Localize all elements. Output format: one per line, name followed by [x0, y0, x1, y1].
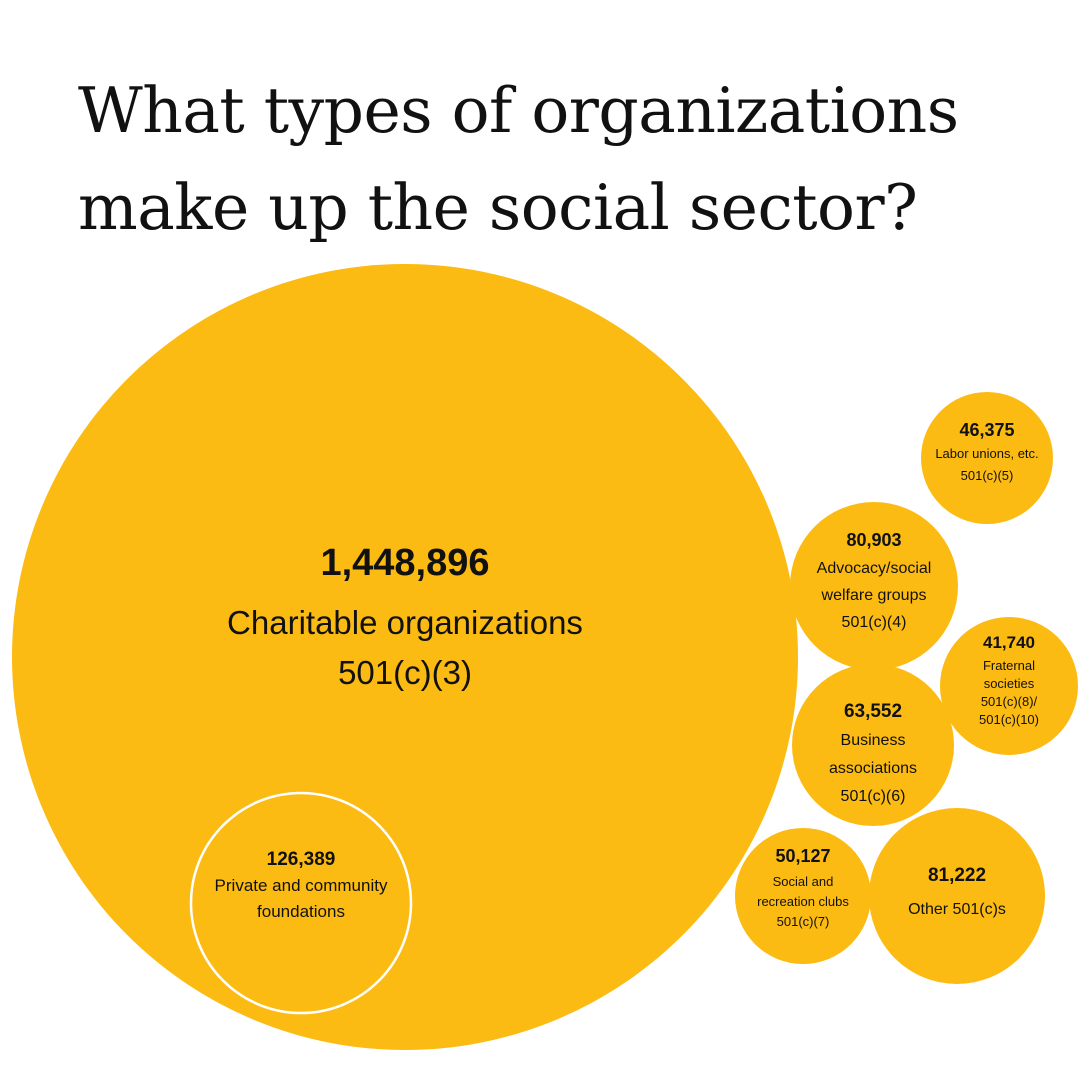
bubble-label-foundations: 126,389 Private and community foundations [215, 849, 388, 921]
category-label-c8-3: 501(c)(10) [979, 712, 1039, 727]
value-label-c6: 63,552 [844, 701, 902, 722]
bubble-label-c4: 80,903 Advocacy/social welfare groups 501(c… [817, 530, 932, 631]
value-label-other: 81,222 [928, 865, 986, 886]
category-label-c3-1: 501(c)(3) [338, 654, 472, 691]
category-label-c8-1: societies [984, 676, 1035, 691]
bubble-label-c8: 41,740 Fraternal societies 501(c)(8)/ 501(c)… [979, 633, 1039, 727]
bubble-label-other: 81,222 Other 501(c)s [908, 865, 1006, 918]
bubble-c4 [790, 502, 958, 670]
bubble-label-c3: 1,448,896 Charitable organizations 501(c)(… [227, 542, 583, 691]
chart-title: What types of organizations make up the … [78, 62, 1058, 256]
value-label-c5: 46,375 [959, 420, 1014, 440]
category-label-c6-2: 501(c)(6) [841, 788, 906, 805]
bubble-c7 [735, 828, 871, 964]
category-label-c4-2: 501(c)(4) [842, 614, 907, 631]
category-label-c5-1: 501(c)(5) [961, 468, 1014, 483]
value-label-c8: 41,740 [983, 633, 1035, 652]
category-label-c6-0: Business [841, 732, 906, 749]
category-label-c7-1: recreation clubs [757, 894, 849, 909]
bubble-label-c6: 63,552 Business associations 501(c)(6) [829, 701, 917, 805]
bubble-c6 [792, 664, 954, 826]
category-label-c5-0: Labor unions, etc. [935, 446, 1038, 461]
bubble-label-c5: 46,375 Labor unions, etc. 501(c)(5) [935, 420, 1038, 483]
category-label-c3-0: Charitable organizations [227, 604, 583, 641]
chart-title-line-1: What types of organizations [78, 74, 959, 147]
category-label-c7-2: 501(c)(7) [777, 914, 830, 929]
bubble-other [869, 808, 1045, 984]
category-label-foundations-1: foundations [257, 902, 345, 921]
bubble-c8 [940, 617, 1078, 755]
category-label-c8-0: Fraternal [983, 658, 1035, 673]
bubble-c5 [921, 392, 1053, 524]
value-label-c7: 50,127 [775, 846, 830, 866]
category-label-c6-1: associations [829, 760, 917, 777]
value-label-foundations: 126,389 [267, 849, 336, 870]
category-label-c4-1: welfare groups [821, 587, 927, 604]
category-label-c4-0: Advocacy/social [817, 560, 932, 577]
category-label-other-0: Other 501(c)s [908, 901, 1006, 918]
bubble-foundations [189, 791, 413, 1015]
category-label-foundations-0: Private and community [215, 876, 388, 895]
category-label-c8-2: 501(c)(8)/ [981, 694, 1038, 709]
category-label-c7-0: Social and [773, 874, 834, 889]
chart-title-line-2: make up the social sector? [78, 171, 918, 244]
bubble-label-c7: 50,127 Social and recreation clubs 501(c)(7… [757, 846, 849, 929]
value-label-c4: 80,903 [846, 530, 901, 550]
value-label-c3: 1,448,896 [320, 542, 489, 584]
bubble-c3 [12, 264, 798, 1050]
